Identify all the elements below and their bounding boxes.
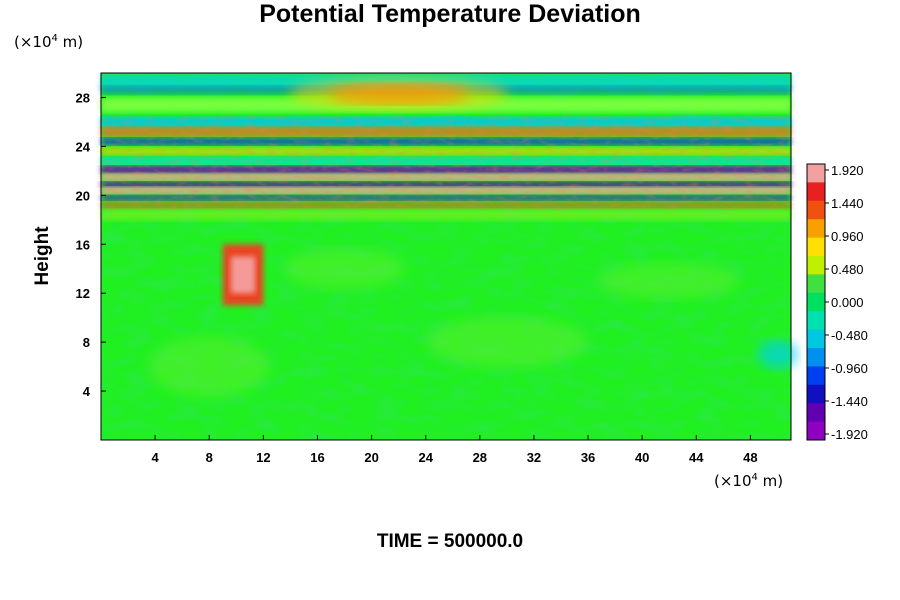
y-tick-label: 28 <box>76 90 90 105</box>
colorbar-tick-label: 0.000 <box>831 295 864 310</box>
x-tick-label: 20 <box>364 450 378 465</box>
colorbar-swatch <box>807 164 825 183</box>
colorbar-swatch <box>807 348 825 367</box>
colorbar-swatch <box>807 366 825 386</box>
colorbar-swatch <box>807 311 825 331</box>
y-axis-ticks: 4 8 12 16 20 24 28 <box>76 90 106 399</box>
x-tick-label: 12 <box>256 450 270 465</box>
time-label: TIME = 500000.0 <box>376 531 524 552</box>
x-tick-label: 28 <box>473 450 487 465</box>
colorbar <box>806 163 826 441</box>
colorbar-tick-label: -0.480 <box>831 328 868 343</box>
colorbar-tick-label: 1.920 <box>831 163 864 178</box>
colorbar-swatch <box>807 292 825 312</box>
field-cool-patch <box>757 340 798 369</box>
colorbar-tick-label: 0.960 <box>831 229 864 244</box>
x-tick-label: 40 <box>635 450 649 465</box>
x-tick-label: 32 <box>527 450 541 465</box>
y-tick-label: 16 <box>76 237 90 252</box>
x-tick-label: 8 <box>206 450 213 465</box>
heatmap-field <box>100 72 798 441</box>
colorbar-swatch <box>807 182 825 202</box>
colorbar-swatch <box>807 256 825 275</box>
field-plume-core <box>230 256 256 294</box>
x-tick-label: 44 <box>689 450 704 465</box>
field-variation <box>599 262 740 299</box>
y-tick-label: 4 <box>83 384 91 399</box>
field-band <box>101 209 791 221</box>
x-tick-label: 36 <box>581 450 595 465</box>
y-tick-label: 12 <box>76 286 90 301</box>
colorbar-swatch <box>807 219 825 239</box>
chart-title: Potential Temperature Deviation <box>259 0 641 28</box>
plot-frame <box>100 72 792 441</box>
x-tick-label: 48 <box>743 450 757 465</box>
colorbar-tick-label: 1.440 <box>831 196 864 211</box>
colorbar-tick-label: -1.440 <box>831 394 868 409</box>
field-warm-halo <box>288 77 509 110</box>
field-variation <box>426 317 587 368</box>
x-axis-ticks: 4 8 12 16 20 24 28 32 36 40 44 48 <box>152 435 758 465</box>
colorbar-swatch <box>807 329 825 349</box>
colorbar-tick-label: -0.960 <box>831 361 868 376</box>
colorbar-swatch <box>807 274 825 294</box>
colorbar-swatch <box>807 403 825 423</box>
field-variation <box>284 248 405 289</box>
colorbar-swatch <box>807 421 825 441</box>
x-tick-label: 4 <box>152 450 160 465</box>
colorbar-tick-label: -1.920 <box>831 427 868 442</box>
colorbar-ticks: 1.920 1.440 0.960 0.480 0.000 -0.480 -0.960 -1.… <box>825 163 868 442</box>
colorbar-swatch <box>807 237 825 257</box>
x-tick-label: 16 <box>310 450 324 465</box>
field-variation <box>149 336 270 397</box>
x-tick-label: 24 <box>418 450 433 465</box>
y-tick-label: 24 <box>76 139 91 154</box>
y-tick-label: 8 <box>83 335 90 350</box>
colorbar-tick-label: 0.480 <box>831 262 864 277</box>
y-unit-label: (×104 m) <box>14 33 84 51</box>
colorbar-swatch <box>807 200 825 220</box>
x-unit-label: (×104 m) <box>714 472 784 490</box>
y-tick-label: 20 <box>76 188 90 203</box>
field-wave-texture <box>101 115 791 211</box>
colorbar-swatch <box>807 384 825 404</box>
